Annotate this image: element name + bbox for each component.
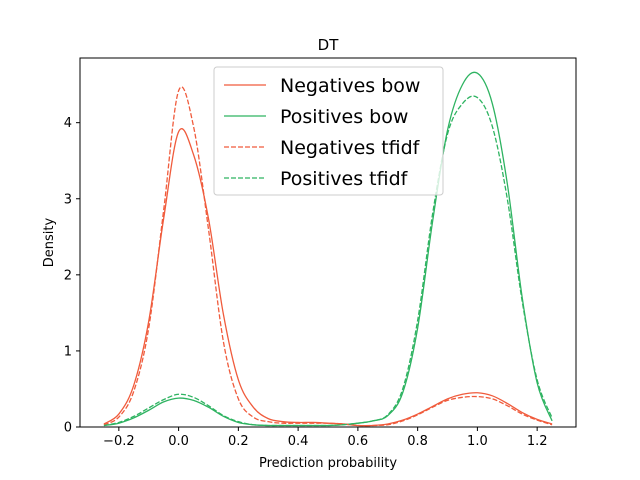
x-tick-label: 1.2 [527,434,548,449]
x-tick-label: 0.4 [288,434,309,449]
y-tick-label: 2 [64,268,72,283]
legend-label-negatives-tfidf: Negatives tfidf [280,137,421,159]
legend-label-positives-bow: Positives bow [280,106,408,128]
y-axis: 0 1 2 3 4 [64,116,80,436]
plot-lines [103,71,553,427]
x-tick-label: 0.8 [407,434,428,449]
y-tick-label: 4 [64,116,72,131]
series-line-positives-tfidf [103,95,553,427]
x-axis-label: Prediction probability [259,456,397,471]
x-tick-label: 0.0 [168,434,189,449]
chart-title: DT [318,36,340,54]
y-axis-label: Density [42,217,57,267]
x-tick-label: 1.0 [467,434,488,449]
x-tick-label: 0.2 [228,434,249,449]
plot-frame [79,57,577,428]
y-tick-label: 1 [64,344,72,359]
legend-label-negatives-bow: Negatives bow [280,75,420,97]
y-tick-label: 3 [64,192,72,207]
legend-box [213,66,444,196]
legend: Negatives bow Positives bow Negatives tfid… [213,66,444,196]
series-line-negatives-tfidf [103,86,553,427]
y-tick-label: 0 [64,421,72,436]
legend-label-positives-tfidf: Positives tfidf [280,168,409,190]
x-tick-label: −0.2 [103,434,135,449]
x-axis: −0.2 0.0 0.2 0.4 0.6 0.8 1.0 1.2 [103,427,548,449]
x-tick-label: 0.6 [348,434,369,449]
